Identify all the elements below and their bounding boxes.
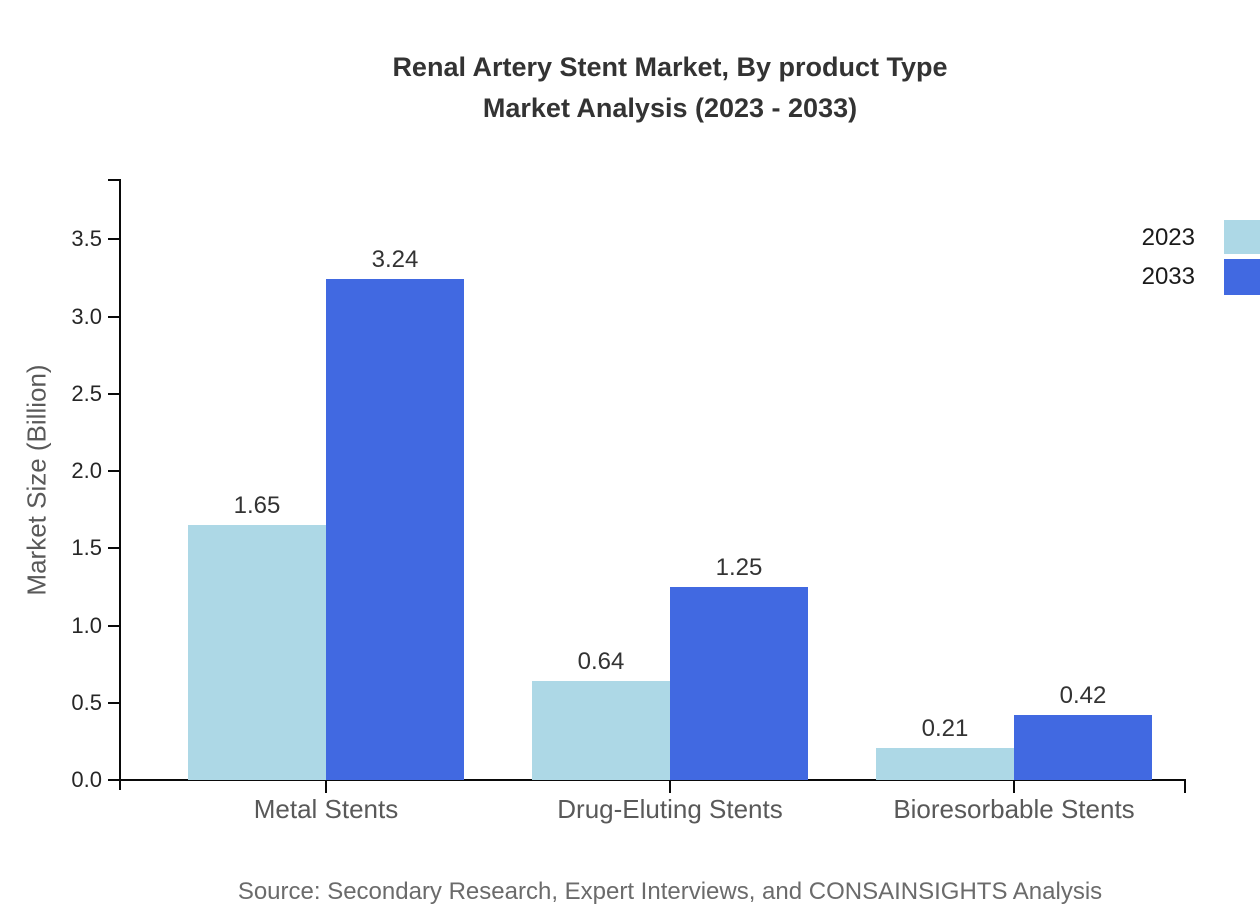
legend-swatch-2023 (1224, 220, 1260, 254)
y-tick (108, 238, 121, 241)
bar-value-2033-metal-stents: 3.24 (371, 246, 419, 274)
bar-value-2033-bioresorbable-stents: 0.42 (1059, 682, 1107, 710)
y-tick-label: 0.5 (71, 689, 102, 715)
legend-label-2023: 2023 (1141, 224, 1195, 251)
bar-2023-bioresorbable-stents (876, 747, 1014, 780)
bar-value-2023-metal-stents: 1.65 (233, 492, 281, 520)
bar-2023-drug-eluting-stents (532, 681, 670, 780)
y-tick (108, 779, 121, 781)
y-tick-label: 2.0 (71, 458, 102, 483)
x-label-metal-stents: Metal Stents (253, 794, 399, 824)
bar-2033-metal-stents (326, 279, 464, 780)
y-axis-line (119, 180, 121, 790)
source-caption: Source: Secondary Research, Expert Inter… (237, 878, 1103, 905)
x-axis-end-tick (1184, 781, 1186, 793)
x-axis-line (108, 779, 1186, 781)
y-axis-top-tick (108, 179, 121, 181)
y-tick (108, 315, 121, 318)
x-tick-metal-stents (325, 781, 327, 793)
chart-title: Renal Artery Stent Market, By product Ty… (120, 47, 1220, 129)
y-tick (108, 701, 121, 704)
bar-value-2033-drug-eluting-stents: 1.25 (715, 553, 763, 581)
bar-2033-drug-eluting-stents (670, 586, 808, 780)
bar-2023-metal-stents (188, 525, 326, 780)
y-tick-label: 3.0 (71, 303, 102, 329)
y-tick-label: 3.5 (71, 226, 102, 252)
chart-title-line1: Renal Artery Stent Market, By product Ty… (392, 52, 948, 82)
y-tick-label: 0.0 (71, 767, 102, 792)
y-tick-label: 1.5 (71, 535, 102, 561)
x-label-bioresorbable-stents: Bioresorbable Stents (893, 794, 1135, 824)
y-tick (108, 392, 121, 395)
chart-title-line2: Market Analysis (2023 - 2033) (482, 93, 858, 123)
x-tick-drug-eluting-stents (669, 781, 671, 793)
bar-2033-bioresorbable-stents (1014, 715, 1152, 780)
y-tick (108, 624, 121, 627)
bar-value-2023-bioresorbable-stents: 0.21 (921, 714, 969, 742)
y-tick-label: 1.0 (71, 612, 102, 638)
bar-value-2023-drug-eluting-stents: 0.64 (577, 648, 625, 676)
legend-label-2033: 2033 (1141, 263, 1195, 290)
y-tick (108, 470, 121, 472)
y-tick-label: 2.5 (71, 380, 102, 406)
x-label-drug-eluting-stents: Drug-Eluting Stents (557, 794, 783, 824)
y-tick (108, 547, 121, 550)
x-tick-bioresorbable-stents (1013, 781, 1015, 793)
legend-swatch-2033 (1224, 259, 1260, 295)
